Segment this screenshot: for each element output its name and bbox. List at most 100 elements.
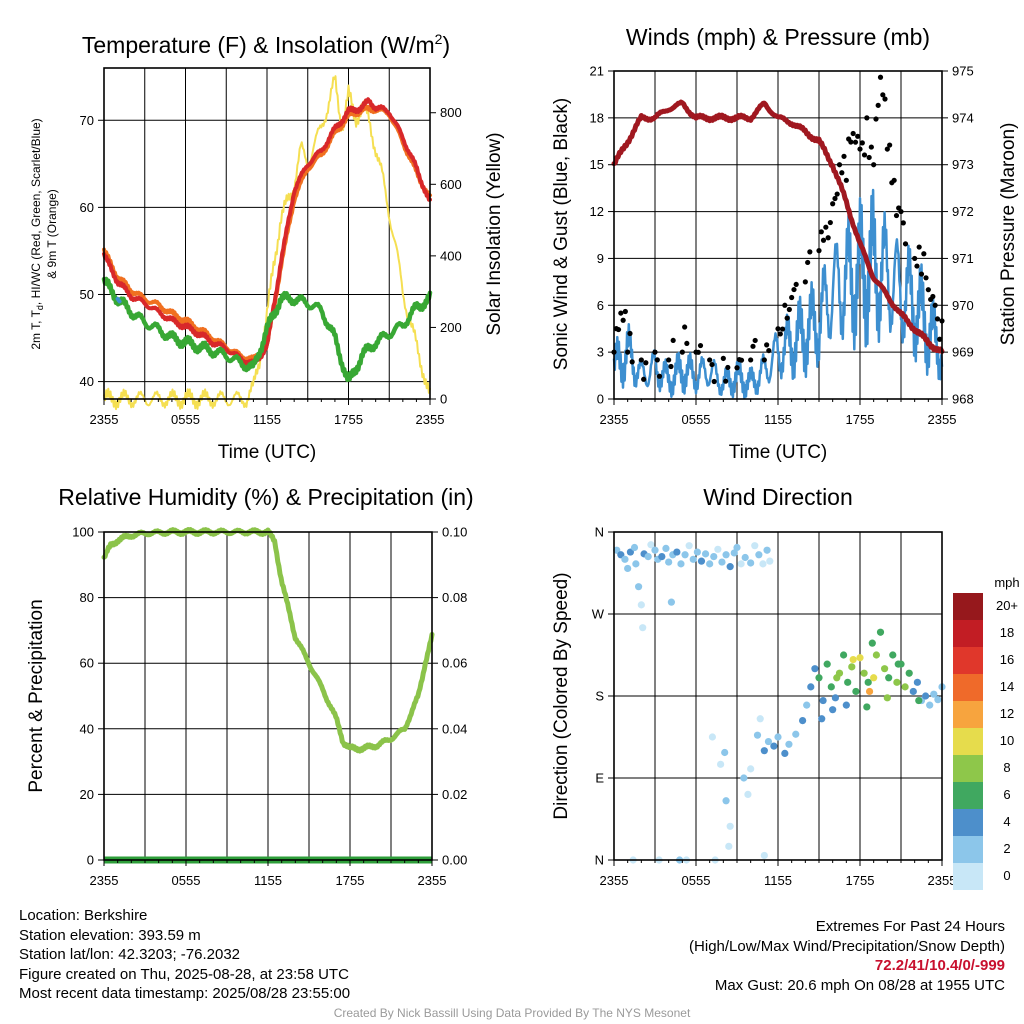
gust-point	[734, 365, 740, 371]
extremes-info: Extremes For Past 24 Hours (High/Low/Max…	[689, 917, 1005, 995]
gust-point	[848, 139, 854, 145]
winds-ylabel: Sonic Wind & Gust (Blue, Black)	[551, 98, 572, 370]
direction-panel: Wind Direction 2355 0555 1155 1755 2355 N E S W N…	[551, 484, 1020, 890]
temperature-title: Temperature (F) & Insolation (W/m2)	[82, 31, 450, 58]
y-tick-label: 0	[87, 853, 94, 868]
y-tick-label: 3	[597, 345, 604, 360]
winds-xlabel: Time (UTC)	[729, 442, 828, 463]
gust-point	[622, 308, 628, 315]
direction-point	[792, 730, 800, 738]
gust-point	[723, 378, 729, 384]
direction-point	[730, 549, 738, 557]
y2-tick-label: 0.00	[442, 853, 467, 868]
gust-point	[682, 324, 688, 330]
gust-point	[857, 146, 863, 152]
direction-point	[717, 760, 725, 768]
station-location: Location: Berkshire	[19, 907, 148, 924]
direction-point	[756, 715, 764, 723]
temperature-ylabel-line2: & 9m T (Orange)	[45, 189, 59, 279]
direction-point	[733, 543, 741, 552]
direction-point	[667, 598, 676, 606]
gust-point	[916, 244, 922, 250]
gust-point	[841, 153, 847, 159]
y-tick-label: 21	[590, 64, 604, 79]
winds-title: Winds (mph) & Pressure (mb)	[626, 24, 930, 50]
direction-point	[930, 690, 938, 698]
gust-point	[852, 139, 859, 145]
direction-point	[934, 696, 942, 704]
y2-tick-label: 972	[952, 204, 974, 219]
gust-point	[898, 208, 904, 215]
y-tick-label: W	[592, 607, 605, 622]
direction-point	[881, 665, 889, 673]
gust-point	[825, 235, 831, 241]
direction-points	[613, 541, 946, 864]
x-tick-label: 2355	[418, 873, 447, 888]
gust-point	[921, 251, 927, 257]
legend-swatch	[953, 674, 983, 701]
x-tick-label: 1755	[846, 412, 875, 427]
gust-point	[880, 92, 886, 98]
legend-label: 20+	[996, 598, 1018, 613]
legend-swatch	[953, 836, 983, 863]
direction-point	[764, 737, 773, 746]
gust-point	[937, 336, 943, 342]
series-line-solar-insolation	[103, 75, 431, 411]
y2-tick-label: 0.06	[442, 656, 467, 671]
direction-point	[662, 544, 670, 553]
direction-point	[872, 651, 881, 659]
gust-point	[827, 219, 833, 226]
y2-tick-label: 0.10	[442, 525, 467, 540]
gust-point	[654, 357, 660, 363]
gust-point	[695, 349, 701, 355]
temperature-series	[101, 75, 433, 411]
direction-point	[637, 601, 645, 609]
y-tick-label: 70	[80, 113, 94, 128]
y2-tick-label: 400	[440, 248, 462, 263]
y2-tick-label: 971	[952, 251, 974, 266]
direction-point	[889, 651, 897, 659]
gust-point	[864, 115, 870, 121]
direction-point	[624, 564, 632, 573]
legend-label: 4	[1003, 814, 1010, 829]
gust-point	[855, 133, 861, 139]
gust-point	[923, 275, 929, 281]
y-tick-label: 100	[72, 525, 94, 540]
gust-point	[934, 316, 941, 322]
y-tick-label: 6	[597, 298, 604, 313]
direction-point	[744, 790, 752, 799]
y2-tick-label: 0.08	[442, 590, 467, 605]
gust-point	[668, 363, 674, 370]
direction-point	[644, 553, 652, 561]
y-tick-label: S	[595, 689, 604, 704]
y2-tick-label: 973	[952, 157, 974, 172]
gust-point	[684, 340, 690, 347]
direction-point	[714, 545, 722, 553]
direction-point	[708, 733, 717, 741]
temperature-axes: 2355 0555 1155 1755 2355 40 50 60 70 0 200 400 600 80…	[80, 105, 462, 427]
direction-point	[681, 551, 689, 559]
gust-point	[629, 359, 635, 365]
x-tick-label: 2355	[928, 873, 957, 888]
direction-point	[658, 553, 666, 561]
humidity-axes: 2355 0555 1155 1755 2355 0 20 40 60 80 100 0.00 0.02…	[72, 525, 467, 889]
speed-legend-title: mph	[994, 575, 1019, 590]
gust-point	[752, 337, 758, 344]
direction-point	[760, 851, 768, 860]
legend-label: 2	[1003, 841, 1010, 856]
direction-point	[852, 687, 860, 696]
direction-point	[693, 548, 701, 556]
gust-point	[884, 146, 890, 152]
humidity-ylabel: Percent & Precipitation	[26, 599, 47, 792]
gust-point	[779, 326, 786, 332]
direction-point	[685, 542, 693, 550]
y-tick-label: 9	[597, 251, 604, 266]
gust-point	[789, 294, 795, 301]
x-tick-label: 2355	[90, 412, 119, 427]
gust-point	[638, 357, 644, 363]
direction-point	[842, 701, 850, 709]
gust-point	[620, 317, 626, 323]
direction-point	[722, 551, 730, 559]
direction-point	[763, 546, 771, 554]
gust-point	[902, 241, 909, 247]
